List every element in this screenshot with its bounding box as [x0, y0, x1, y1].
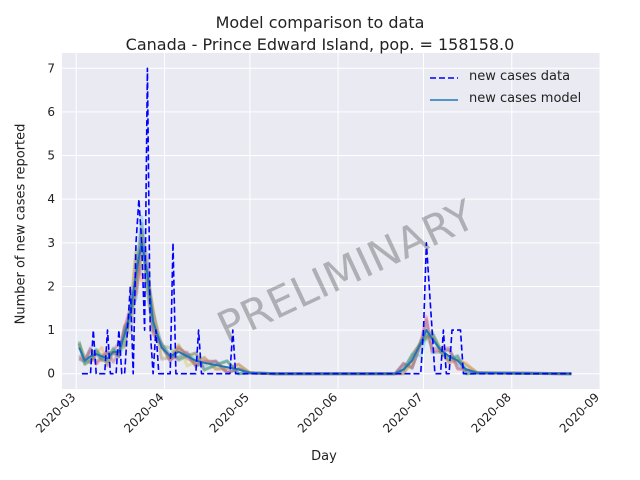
legend-label-model: new cases model [469, 91, 582, 106]
legend: new cases data new cases model [424, 64, 596, 114]
x-axis-label: Day [311, 449, 337, 464]
chart-title: Model comparison to data [215, 13, 425, 32]
legend-item-model: new cases model [424, 88, 596, 110]
chart-subtitle: Canada - Prince Edward Island, pop. = 15… [125, 35, 515, 54]
x-tick-label: 2020-04 [121, 390, 166, 435]
x-tick-label: 2020-07 [380, 390, 425, 435]
x-tick-labels: 2020-03 2020-04 2020-05 2020-06 2020-07 2020-… [33, 390, 602, 435]
grid-lines [62, 53, 601, 389]
series-lines [78, 67, 572, 375]
x-tick-label: 2020-09 [557, 390, 602, 435]
x-tick-label: 2020-08 [469, 390, 514, 435]
ensemble-run-line [78, 229, 572, 376]
y-tick-label: 3 [47, 236, 55, 250]
data-series-line [81, 67, 572, 375]
y-tick-label: 2 [47, 279, 55, 293]
legend-swatch-model [430, 99, 458, 101]
x-tick-label: 2020-05 [207, 390, 252, 435]
y-axis-label: Number of new cases reported [13, 123, 29, 325]
legend-label-data: new cases data [469, 69, 571, 84]
y-tick-label: 0 [47, 367, 55, 381]
x-tick-label: 2020-06 [295, 390, 340, 435]
y-tick-label: 7 [47, 61, 55, 75]
x-tick-label: 2020-03 [33, 390, 78, 435]
y-tick-label: 6 [47, 105, 55, 119]
y-tick-labels: 0 1 2 3 4 5 6 7 [47, 61, 55, 380]
legend-item-data: new cases data [424, 66, 596, 88]
y-tick-label: 1 [47, 323, 55, 337]
legend-swatch-data [430, 77, 458, 79]
y-tick-label: 4 [47, 192, 55, 206]
y-tick-label: 5 [47, 149, 55, 163]
plot-area [62, 53, 600, 389]
